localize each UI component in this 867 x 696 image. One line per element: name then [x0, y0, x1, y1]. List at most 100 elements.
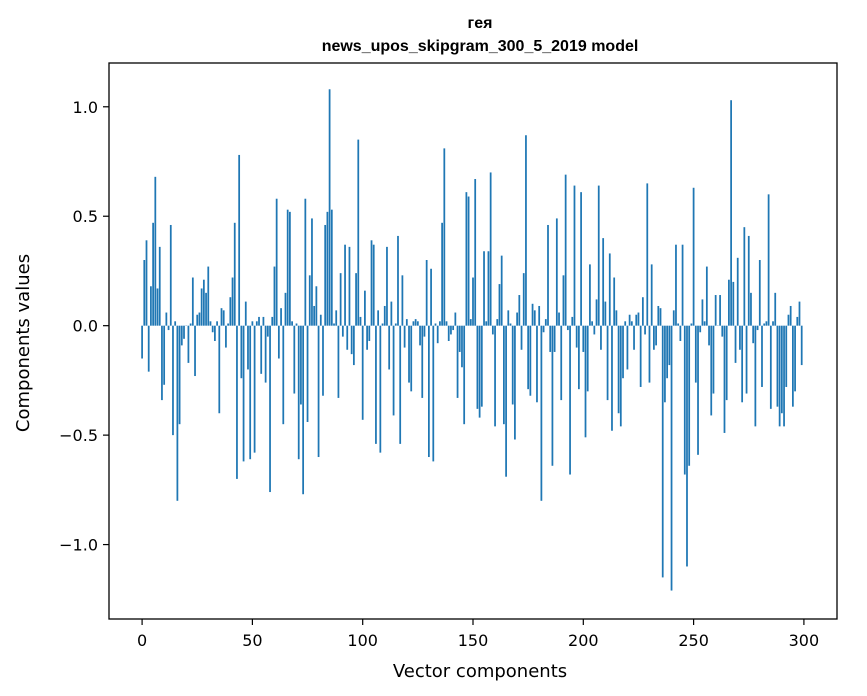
bar-288	[776, 325, 779, 407]
bar-214	[613, 277, 616, 326]
bar-42	[233, 222, 236, 326]
bar-284	[767, 194, 770, 326]
bar-252	[697, 325, 699, 455]
bar-250	[692, 187, 695, 326]
bar-264	[723, 325, 726, 433]
bar-210	[604, 301, 607, 326]
bar-189	[558, 312, 560, 326]
bar-85	[328, 89, 331, 326]
bar-230	[648, 325, 651, 383]
bar-198	[578, 325, 580, 390]
bar-149	[469, 319, 472, 326]
plot-area-frame	[108, 62, 838, 620]
bar-185	[549, 325, 552, 352]
bar-254	[701, 299, 704, 326]
bar-174	[525, 135, 527, 326]
bar-266	[728, 279, 730, 326]
bar-265	[725, 325, 728, 401]
bar-67	[289, 211, 291, 326]
bar-108	[379, 325, 382, 453]
bar-164	[503, 325, 505, 425]
bar-295	[792, 325, 794, 407]
bar-206	[595, 299, 598, 326]
bar-93	[346, 325, 349, 350]
bar-289	[778, 325, 781, 427]
x-tick-label: 150	[458, 631, 489, 650]
bar-165	[505, 325, 507, 477]
bar-255	[703, 321, 706, 326]
bar-48	[247, 325, 249, 370]
bar-216	[617, 325, 620, 414]
bar-130	[428, 325, 430, 458]
bar-119	[403, 325, 406, 348]
bar-145	[461, 325, 463, 368]
bar-30	[207, 266, 210, 326]
bar-271	[739, 325, 741, 350]
bar-262	[719, 295, 721, 326]
bar-228	[644, 325, 646, 335]
bar-196	[573, 185, 576, 326]
bar-143	[456, 325, 459, 398]
bar-65	[284, 292, 287, 326]
bar-15	[174, 321, 177, 326]
bar-278	[754, 325, 757, 427]
bar-193	[566, 325, 569, 331]
bar-4	[150, 286, 152, 326]
bar-147	[465, 192, 468, 326]
bar-160	[494, 325, 496, 427]
bar-219	[624, 321, 627, 326]
bar-257	[708, 325, 710, 346]
bar-297	[796, 316, 799, 326]
bar-22	[189, 323, 192, 326]
bar-63	[280, 308, 282, 326]
bar-222	[630, 321, 633, 326]
x-tick-label: 250	[678, 631, 709, 650]
bar-124	[414, 319, 417, 326]
bar-136	[441, 222, 443, 326]
bar-221	[628, 314, 631, 326]
bar-201	[584, 325, 587, 438]
bar-173	[522, 273, 525, 326]
bar-58	[269, 325, 271, 493]
bar-135	[439, 321, 441, 326]
bar-157	[487, 251, 490, 326]
bar-57	[266, 325, 269, 337]
bar-186	[551, 325, 554, 466]
bar-182	[542, 325, 545, 333]
bar-279	[756, 325, 759, 331]
bar-282	[763, 323, 766, 326]
bar-32	[211, 325, 214, 333]
bar-234	[657, 305, 660, 326]
bar-192	[564, 174, 567, 326]
bar-62	[277, 325, 280, 359]
bar-59	[271, 316, 274, 326]
bar-286	[772, 321, 774, 326]
bar-166	[507, 310, 510, 326]
bar-84	[326, 211, 329, 326]
bar-162	[498, 284, 501, 326]
bar-31	[209, 321, 212, 326]
bar-82	[322, 325, 324, 396]
bar-272	[741, 325, 744, 403]
bar-256	[705, 266, 708, 326]
bars-group	[141, 89, 803, 591]
bar-138	[445, 321, 448, 326]
bar-88	[335, 310, 338, 326]
bar-50	[251, 321, 254, 326]
bar-151	[474, 179, 477, 326]
bar-16	[176, 325, 179, 501]
bar-190	[560, 325, 563, 401]
bar-213	[611, 325, 613, 431]
bar-217	[619, 325, 622, 427]
bar-5	[152, 222, 154, 326]
bar-225	[637, 312, 640, 326]
bar-21	[187, 325, 190, 363]
bar-92	[344, 244, 346, 326]
bar-269	[734, 325, 737, 363]
bar-107	[377, 310, 380, 326]
bar-109	[381, 323, 384, 326]
bar-270	[736, 257, 739, 326]
bar-283	[765, 321, 768, 326]
bar-296	[794, 325, 796, 392]
bar-139	[447, 325, 450, 341]
